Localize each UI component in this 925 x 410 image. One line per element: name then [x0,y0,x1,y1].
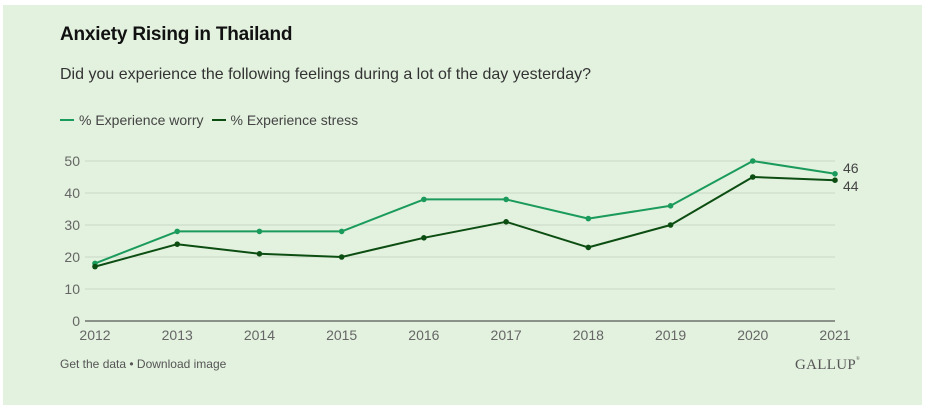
data-point-stress[interactable] [749,174,756,180]
legend: % Experience worry % Experience stress [60,112,366,128]
data-point-stress[interactable] [174,241,181,247]
data-point-stress[interactable] [503,219,509,225]
y-tick-label: 20 [64,249,80,265]
y-tick-label: 10 [64,281,80,297]
legend-item-worry: % Experience worry [60,112,204,128]
legend-label-stress: % Experience stress [230,112,359,128]
chart-title: Anxiety Rising in Thailand [60,24,293,45]
data-point-worry[interactable] [421,196,427,203]
x-tick-label: 2014 [244,327,275,343]
data-point-stress[interactable] [421,235,427,241]
data-point-stress[interactable] [256,251,263,257]
x-tick-label: 2018 [573,327,604,343]
y-tick-label: 50 [64,153,80,169]
x-tick-label: 2013 [162,327,193,343]
x-tick-label: 2019 [655,327,686,343]
series-line-stress [94,176,836,268]
chart-subtitle: Did you experience the following feeling… [60,66,591,83]
data-point-worry[interactable] [503,196,509,203]
series-line-worry [94,160,836,265]
legend-item-stress: % Experience stress [211,112,359,128]
legend-swatch-worry [60,119,74,121]
y-tick-label: 40 [64,185,80,201]
data-point-stress[interactable] [667,222,674,228]
y-tick-label: 0 [72,313,80,329]
x-tick-label: 2017 [491,327,522,343]
data-point-worry[interactable] [174,228,181,235]
chart-card [3,5,922,405]
x-tick-label: 2016 [408,327,439,343]
data-point-stress[interactable] [832,177,838,183]
x-tick-label: 2012 [79,327,110,343]
x-tick-label: 2015 [326,327,357,343]
y-tick-label: 30 [64,217,80,233]
data-point-stress[interactable] [92,263,98,270]
data-point-stress[interactable] [585,244,592,251]
data-point-worry[interactable] [749,158,756,164]
legend-swatch-stress [211,119,226,121]
gallup-logo: GALLUP® [795,357,861,373]
data-point-worry[interactable] [667,203,674,209]
gallup-logo-text: GALLUP [795,357,856,373]
data-point-stress[interactable] [338,254,345,260]
x-tick-label: 2021 [819,327,850,343]
footer-links: Get the data • Download image [60,357,226,371]
data-point-worry[interactable] [338,228,345,235]
end-value-label-worry: 46 [843,160,859,176]
footer-separator: • [126,357,137,371]
data-point-worry[interactable] [585,215,592,222]
x-tick-label: 2020 [737,327,768,343]
data-point-worry[interactable] [256,228,263,235]
download-image-link[interactable]: Download image [136,357,227,371]
data-point-worry[interactable] [832,171,838,177]
end-value-label-stress: 44 [843,178,859,194]
get-data-link[interactable]: Get the data [60,357,127,371]
legend-label-worry: % Experience worry [79,112,204,128]
